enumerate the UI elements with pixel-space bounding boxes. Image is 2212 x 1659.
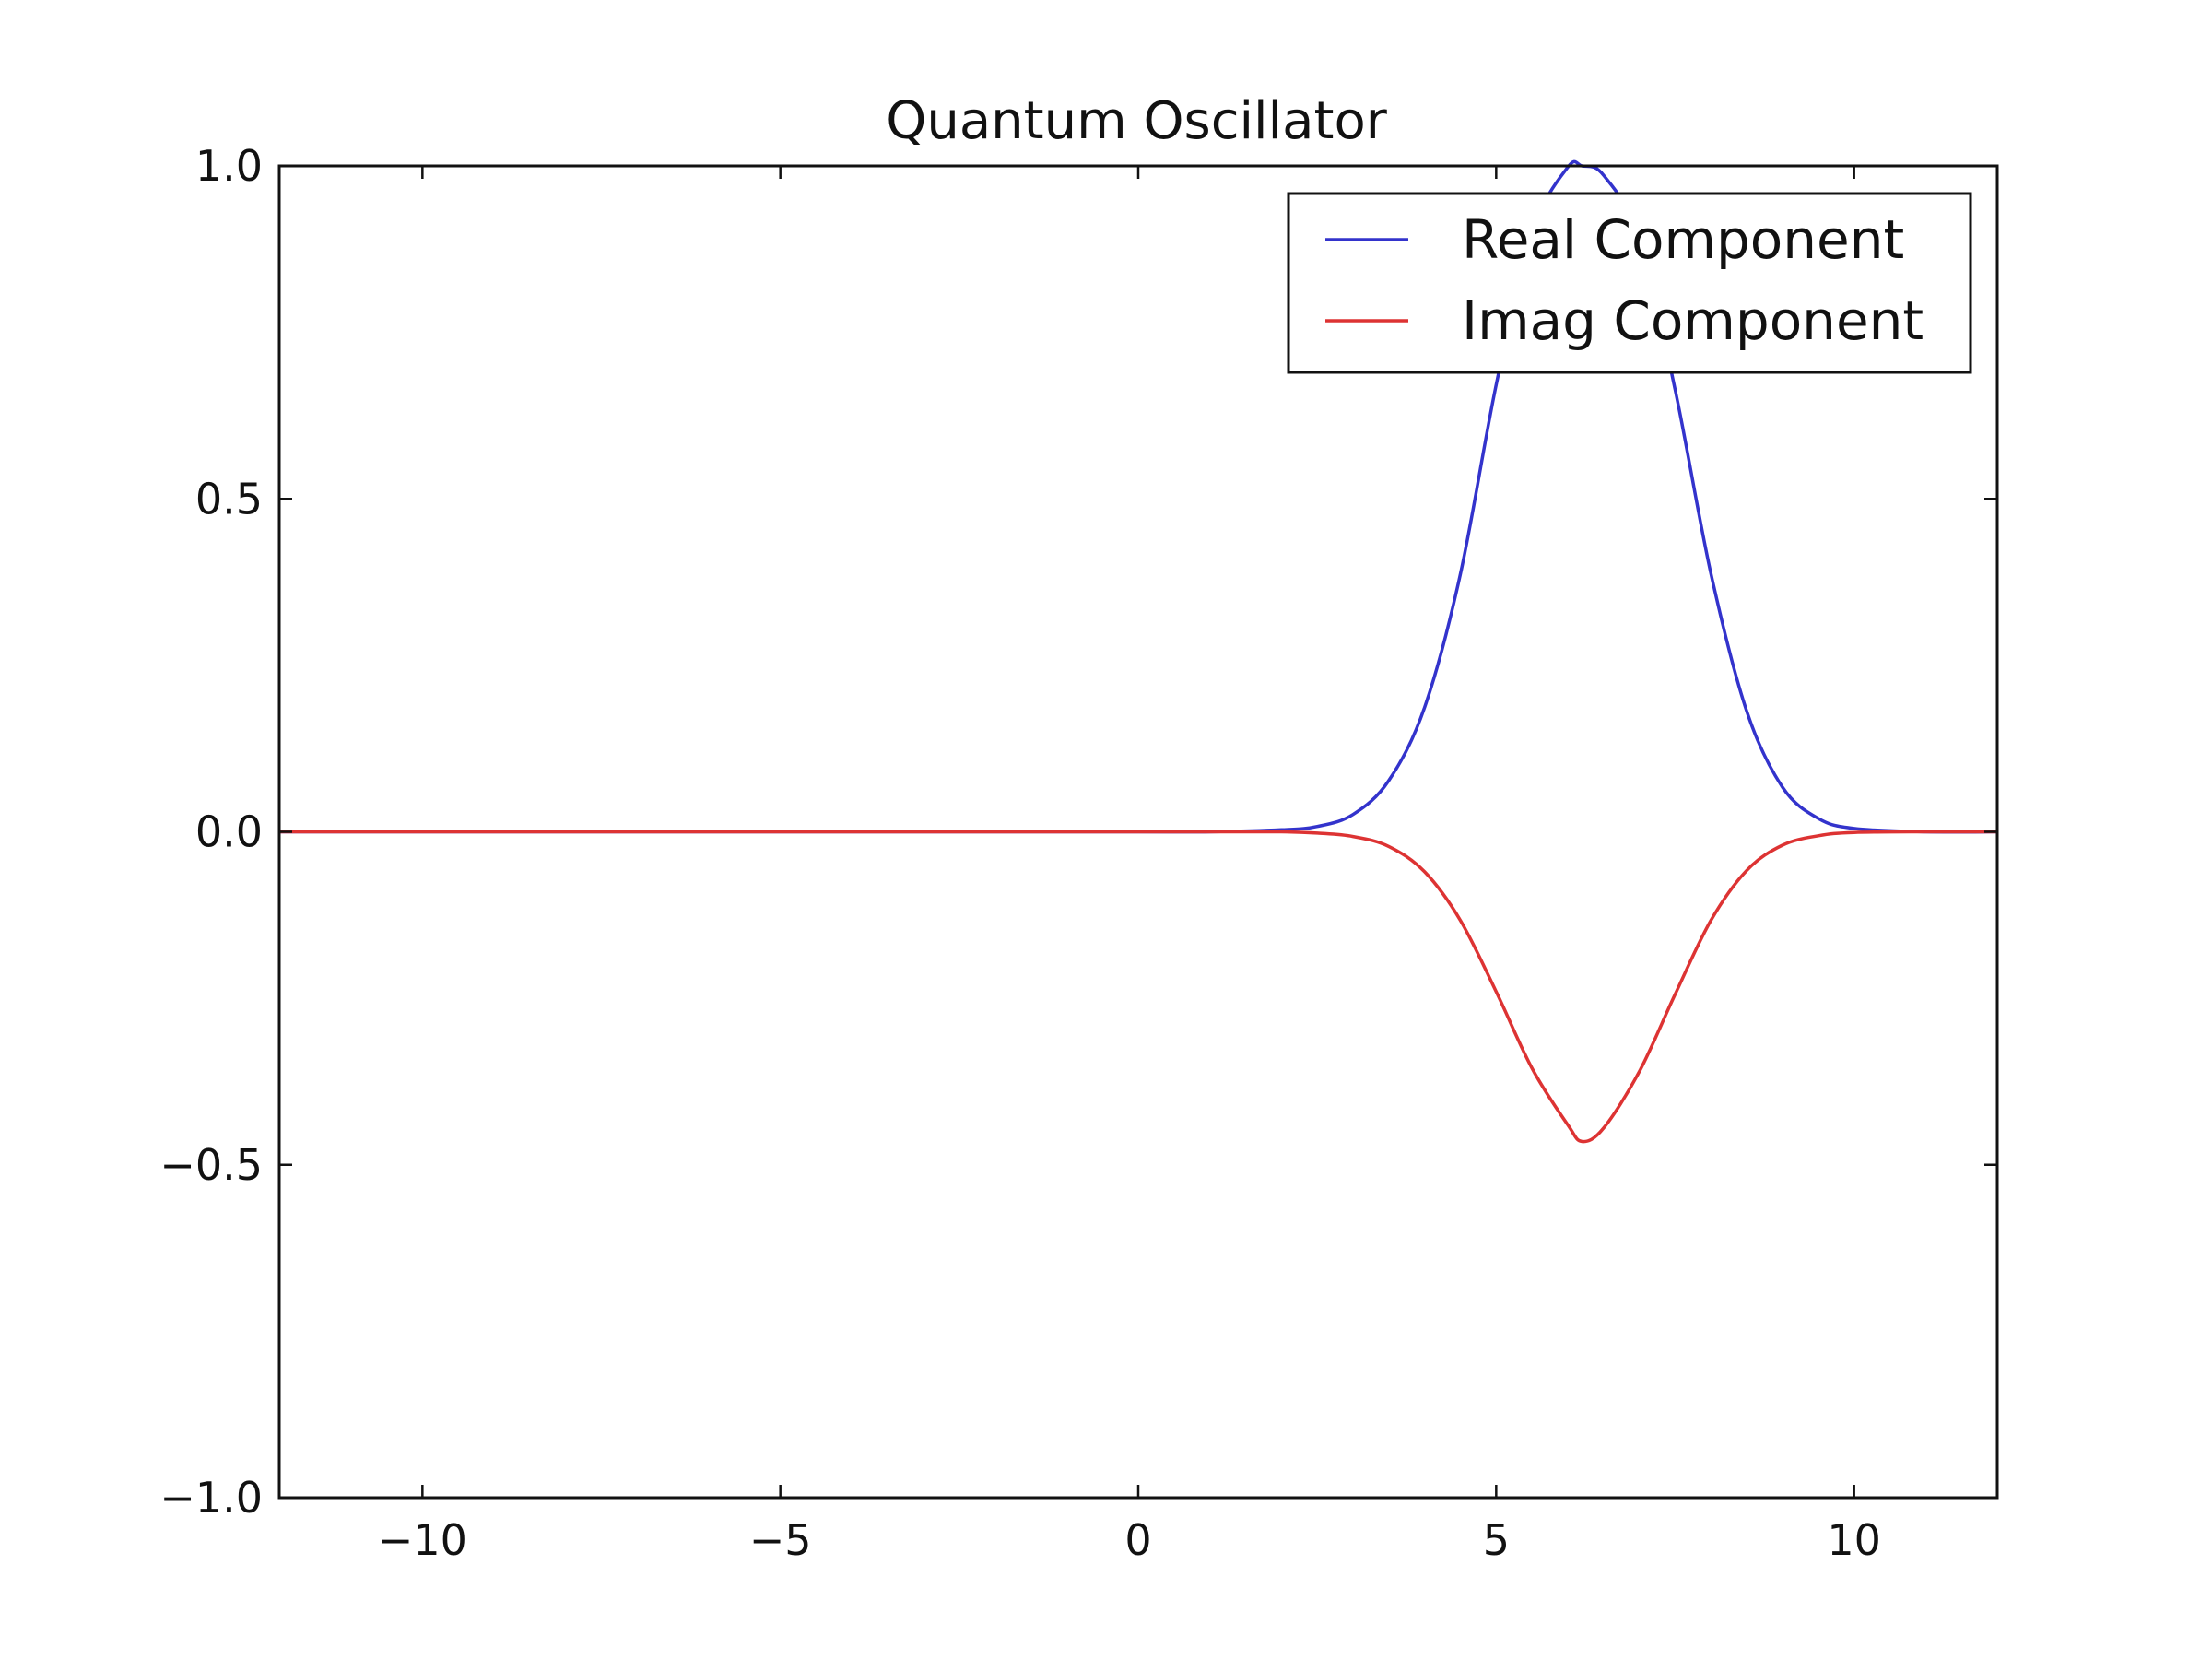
chart-title: Quantum Oscillator	[886, 91, 1387, 151]
legend: Real Component Imag Component	[1287, 192, 1972, 374]
y-tick-label: 0.5	[195, 474, 263, 524]
x-tick-label: 10	[1827, 1515, 1881, 1565]
x-tick-label: 5	[1483, 1515, 1510, 1565]
series-layer	[278, 159, 1998, 1144]
legend-label: Real Component	[1462, 208, 1904, 271]
x-tick-label: 0	[1124, 1515, 1151, 1565]
legend-label: Imag Component	[1462, 289, 1924, 352]
tick-layer: −10 −5 0 5 10 1.0 0.5 0.0 −0.5 −1.0	[159, 141, 1997, 1565]
y-tick-label: 0.0	[195, 807, 263, 857]
x-tick-label: −10	[378, 1515, 467, 1565]
plot-frame	[277, 164, 1999, 1500]
legend-box	[1287, 192, 1972, 374]
y-tick-label: −0.5	[159, 1140, 263, 1190]
x-tick-label: −5	[749, 1515, 812, 1565]
y-tick-label: −1.0	[159, 1473, 263, 1523]
series-line-imag	[278, 830, 1998, 1144]
y-tick-label: 1.0	[195, 141, 263, 191]
